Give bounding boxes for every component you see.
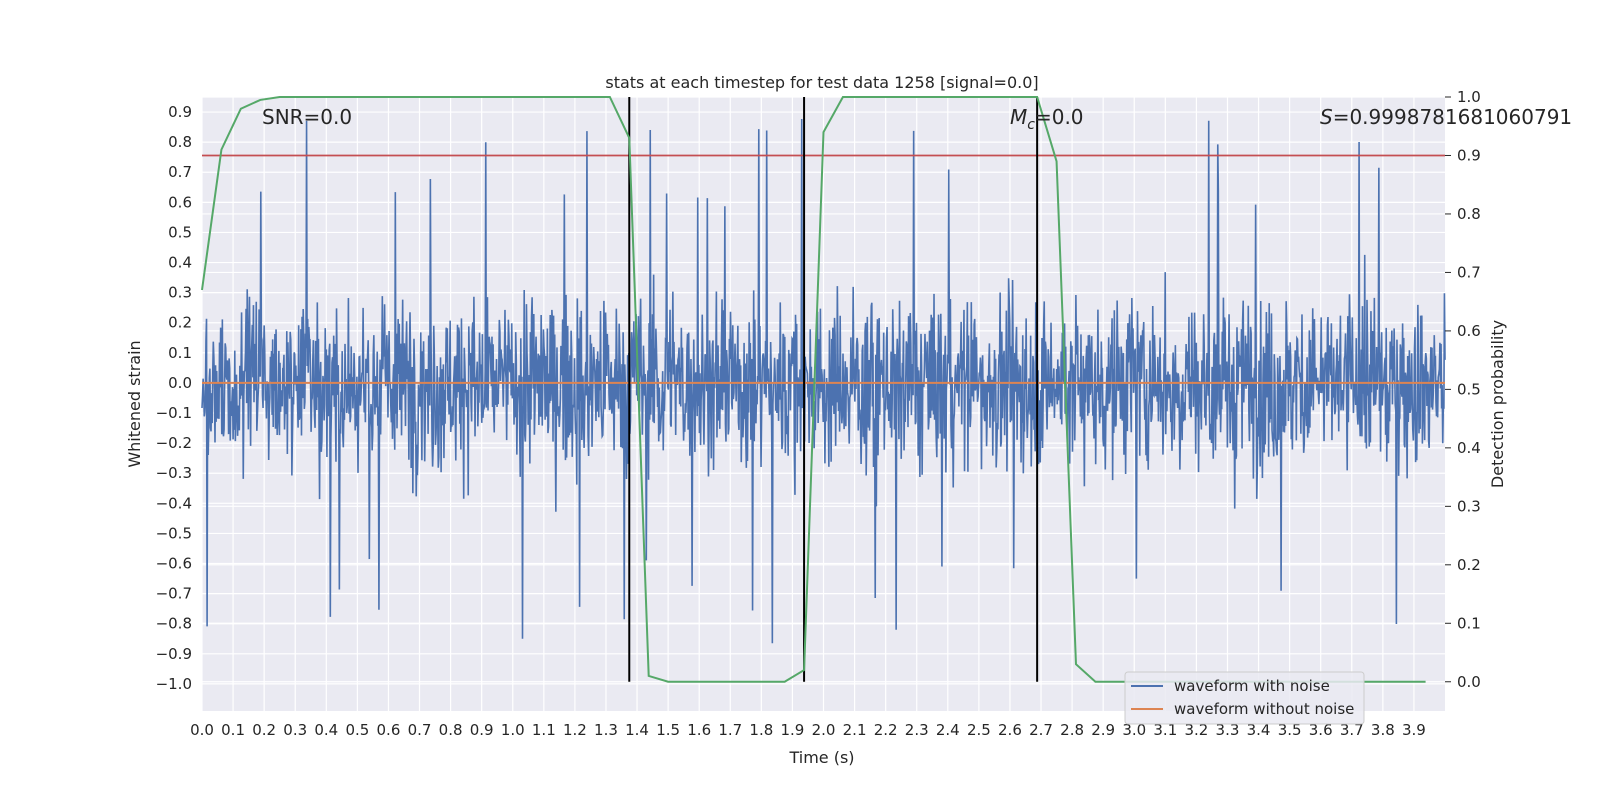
y-tick-label: −0.8 bbox=[156, 615, 192, 633]
y-tick-label: 0.4 bbox=[168, 254, 192, 272]
x-tick-label: 3.3 bbox=[1216, 721, 1240, 739]
x-tick-label: 3.1 bbox=[1153, 721, 1177, 739]
x-tick-label: 3.6 bbox=[1309, 721, 1333, 739]
y2-axis-label: Detection probability bbox=[1488, 320, 1507, 488]
x-tick-label: 1.6 bbox=[687, 721, 711, 739]
y-tick-label: 0.8 bbox=[168, 133, 192, 151]
y-axis-ticks: 0.9 0.8 0.7 0.6 0.5 0.4 0.3 0.2 0.1 0.0 −0.1 −0.2 −0… bbox=[156, 103, 192, 693]
x-tick-label: 1.9 bbox=[780, 721, 804, 739]
x-tick-label: 0.4 bbox=[314, 721, 338, 739]
legend-label-noise: waveform with noise bbox=[1174, 677, 1330, 695]
y-tick-label: 0.3 bbox=[168, 284, 192, 302]
chirp-mass-value: =0.0 bbox=[1035, 105, 1084, 129]
x-tick-label: 1.0 bbox=[501, 721, 525, 739]
x-tick-label: 0.9 bbox=[470, 721, 494, 739]
y-tick-label: 0.2 bbox=[168, 314, 192, 332]
snr-annotation: SNR=0.0 bbox=[262, 105, 352, 129]
score-symbol: S bbox=[1320, 105, 1333, 129]
x-tick-label: 3.2 bbox=[1184, 721, 1208, 739]
x-tick-label: 2.4 bbox=[936, 721, 960, 739]
chirp-mass-subscript: c bbox=[1027, 117, 1035, 133]
chirp-mass-symbol: M bbox=[1010, 105, 1027, 129]
x-tick-label: 2.8 bbox=[1060, 721, 1084, 739]
y-tick-label: −0.9 bbox=[156, 645, 192, 663]
x-tick-label: 1.5 bbox=[656, 721, 680, 739]
y2-tick-label: 0.8 bbox=[1457, 205, 1481, 223]
x-tick-label: 2.9 bbox=[1091, 721, 1115, 739]
x-tick-label: 3.0 bbox=[1122, 721, 1146, 739]
chirp-mass-annotation: Mc=0.0 bbox=[1010, 105, 1084, 133]
y-tick-label: 0.6 bbox=[168, 193, 192, 211]
series-detection-probability bbox=[201, 96, 1426, 683]
y-tick-label: 0.0 bbox=[168, 374, 192, 392]
x-tick-label: 2.3 bbox=[905, 721, 929, 739]
x-tick-label: 2.2 bbox=[874, 721, 898, 739]
x-tick-label: 0.5 bbox=[345, 721, 369, 739]
y-tick-label: −0.4 bbox=[156, 494, 192, 512]
y2-tick-label: 0.4 bbox=[1457, 439, 1481, 457]
x-tick-label: 0.1 bbox=[221, 721, 245, 739]
y-tick-label: 0.7 bbox=[168, 163, 192, 181]
legend-label-clean: waveform without noise bbox=[1174, 700, 1354, 718]
x-axis-ticks: 0.0 0.1 0.2 0.3 0.4 0.5 0.6 0.7 0.8 0.9 1.0 1.1 1.2 1… bbox=[190, 721, 1426, 739]
series-waveform-with-noise bbox=[201, 118, 1446, 644]
score-value: =0.9998781681060791 bbox=[1333, 105, 1572, 129]
x-tick-label: 0.7 bbox=[408, 721, 432, 739]
x-tick-label: 0.3 bbox=[283, 721, 307, 739]
noise-trace bbox=[201, 118, 1446, 644]
y2-tick-label: 0.0 bbox=[1457, 673, 1481, 691]
y2-tick-label: 1.0 bbox=[1457, 88, 1481, 106]
x-axis-label: Time (s) bbox=[788, 748, 854, 767]
y-tick-label: −0.1 bbox=[156, 404, 192, 422]
x-tick-label: 1.2 bbox=[563, 721, 587, 739]
legend-box bbox=[1124, 671, 1365, 725]
x-tick-label: 3.9 bbox=[1402, 721, 1426, 739]
chart-title: stats at each timestep for test data 125… bbox=[605, 73, 1038, 92]
x-tick-label: 1.7 bbox=[718, 721, 742, 739]
y2-tick-label: 0.6 bbox=[1457, 322, 1481, 340]
x-tick-label: 2.6 bbox=[998, 721, 1022, 739]
y2-tick-label: 0.2 bbox=[1457, 556, 1481, 574]
legend: waveform with noise waveform without noi… bbox=[1124, 671, 1365, 725]
y2-tick-label: 0.7 bbox=[1457, 263, 1481, 281]
y-tick-label: −0.5 bbox=[156, 524, 192, 542]
x-tick-label: 3.4 bbox=[1247, 721, 1271, 739]
y-tick-label: −0.6 bbox=[156, 555, 192, 573]
y-axis-label: Whitened strain bbox=[125, 340, 144, 467]
x-tick-label: 1.4 bbox=[625, 721, 649, 739]
x-tick-label: 1.8 bbox=[749, 721, 773, 739]
y2-tick-label: 0.5 bbox=[1457, 380, 1481, 398]
x-tick-label: 3.8 bbox=[1371, 721, 1395, 739]
y-tick-label: −0.7 bbox=[156, 585, 192, 603]
x-tick-label: 2.7 bbox=[1029, 721, 1053, 739]
y2-tick-label: 0.9 bbox=[1457, 146, 1481, 164]
y-tick-label: −0.2 bbox=[156, 434, 192, 452]
score-annotation: S=0.9998781681060791 bbox=[1320, 105, 1572, 129]
y-tick-label: 0.5 bbox=[168, 223, 192, 241]
y2-tick-label: 0.1 bbox=[1457, 614, 1481, 632]
x-tick-label: 2.1 bbox=[843, 721, 867, 739]
x-tick-label: 3.7 bbox=[1340, 721, 1364, 739]
x-tick-label: 0.2 bbox=[252, 721, 276, 739]
y2-axis-ticks: 1.0 0.9 0.8 0.7 0.6 0.5 0.4 0.3 0.2 0.1 0.0 bbox=[1445, 88, 1481, 691]
x-tick-label: 2.0 bbox=[812, 721, 836, 739]
x-tick-label: 0.6 bbox=[377, 721, 401, 739]
y-tick-label: 0.9 bbox=[168, 103, 192, 121]
x-tick-label: 1.3 bbox=[594, 721, 618, 739]
detection-boundaries bbox=[628, 97, 1039, 682]
x-tick-label: 1.1 bbox=[532, 721, 556, 739]
y-tick-label: 0.1 bbox=[168, 344, 192, 362]
x-tick-label: 0.8 bbox=[439, 721, 463, 739]
y-tick-label: −0.3 bbox=[156, 464, 192, 482]
x-tick-label: 0.0 bbox=[190, 721, 214, 739]
x-tick-label: 3.5 bbox=[1278, 721, 1302, 739]
x-tick-label: 2.5 bbox=[967, 721, 991, 739]
y-tick-label: −1.0 bbox=[156, 675, 192, 693]
y2-tick-label: 0.3 bbox=[1457, 497, 1481, 515]
